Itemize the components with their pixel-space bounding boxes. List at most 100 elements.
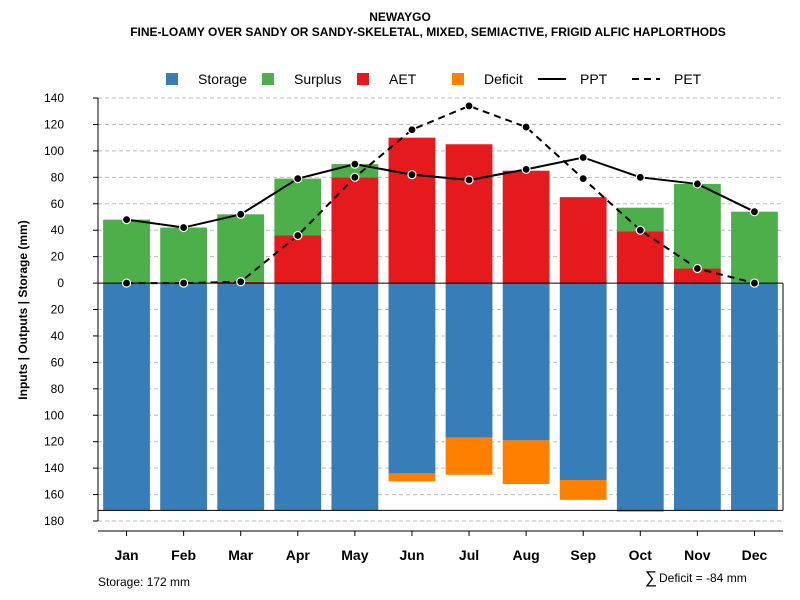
x-tick-label: Dec: [742, 547, 768, 563]
y-axis-label: Inputs | Outputs | Storage (mm): [16, 220, 30, 399]
ppt-point: [578, 152, 588, 163]
x-tick-label: Jun: [400, 547, 425, 563]
footer-deficit: Deficit = -84 mm: [659, 571, 747, 585]
pet-point: [350, 172, 360, 182]
pet-point: [749, 278, 760, 288]
y-tick-label: 80: [51, 382, 65, 396]
x-tick-label: Aug: [513, 547, 540, 563]
y-tick-label: 20: [51, 250, 65, 264]
pet-point: [407, 125, 417, 135]
surplus-bar: [274, 178, 322, 236]
y-tick-label: 140: [44, 91, 64, 105]
x-tick-label: Jul: [459, 547, 479, 563]
pet-point: [464, 101, 474, 111]
y-tick-label: 160: [44, 488, 64, 502]
storage-bar: [388, 283, 436, 474]
chart-subtitle: FINE-LOAMY OVER SANDY OR SANDY-SKELETAL,…: [130, 25, 726, 39]
legend-label: Storage: [198, 71, 247, 87]
y-tick-label: 80: [51, 170, 65, 184]
ppt-point: [293, 174, 303, 184]
y-tick-label: 40: [51, 223, 65, 237]
surplus-bar: [673, 183, 721, 269]
pet-point: [293, 230, 303, 241]
storage-bar: [616, 283, 664, 511]
deficit-bar: [559, 480, 607, 500]
storage-bar: [731, 283, 778, 511]
legend-label: PPT: [580, 71, 608, 87]
surplus-bar: [160, 227, 208, 284]
storage-bar: [445, 283, 493, 438]
ppt-point: [692, 179, 702, 189]
x-tick-label: Sep: [570, 547, 596, 563]
pet-point: [121, 278, 132, 288]
ppt-point: [749, 207, 760, 217]
deficit-bar: [445, 437, 493, 475]
legend-swatch: [166, 73, 178, 85]
y-tick-label: 120: [44, 117, 64, 131]
storage-bar: [559, 283, 607, 481]
y-tick-label: 40: [51, 329, 65, 343]
x-tick-label: May: [341, 547, 368, 563]
legend-label: Surplus: [294, 71, 341, 87]
y-tick-label: 20: [51, 303, 65, 317]
ppt-point: [179, 222, 189, 233]
pet-point: [578, 174, 588, 184]
legend-swatch: [262, 73, 274, 85]
deficit-bar: [616, 510, 664, 512]
ppt-point: [236, 209, 246, 219]
deficit-bar: [502, 440, 550, 484]
storage-bar: [502, 283, 550, 441]
grid-lines: [98, 97, 783, 522]
x-tick-label: Oct: [629, 547, 653, 563]
storage-bar: [331, 283, 379, 511]
aet-bar: [559, 197, 607, 284]
chart-legend: Storage Surplus AET Deficit PPT PET: [166, 71, 702, 87]
ppt-point: [635, 172, 645, 182]
pet-point: [635, 225, 645, 235]
axes: 140 120 100 80 60 40 20 0 20 40 60 80 100 120 140 160 18…: [44, 91, 784, 563]
ppt-line: [126, 156, 755, 229]
ppt-point: [521, 164, 531, 174]
aet-bar: [388, 137, 436, 284]
pet-point: [179, 278, 189, 288]
surplus-bar: [616, 207, 664, 232]
legend-swatch: [452, 73, 464, 85]
x-tick-label: Apr: [286, 547, 311, 563]
pet-point: [236, 277, 246, 287]
storage-bar: [160, 283, 208, 511]
storage-bar: [673, 283, 721, 511]
aet-bar: [502, 170, 550, 284]
footer-storage: Storage: 172 mm: [98, 575, 190, 589]
x-tick-label: Mar: [228, 547, 253, 563]
aet-bar: [274, 235, 322, 284]
pet-line: [126, 104, 755, 285]
surplus-bar: [217, 214, 265, 282]
x-tick-label: Jan: [114, 547, 138, 563]
storage-bar: [217, 283, 265, 511]
surplus-bar: [731, 211, 778, 284]
pet-point: [521, 122, 531, 132]
storage-bar: [274, 283, 322, 511]
aet-bar: [331, 177, 379, 284]
x-tick-label: Feb: [171, 547, 196, 563]
pet-point: [692, 263, 702, 274]
y-tick-label: 60: [51, 197, 65, 211]
legend-swatch: [357, 73, 369, 85]
legend-label: Deficit: [484, 71, 523, 87]
chart-title: NEWAYGO: [369, 10, 431, 24]
footer-deficit-symbol: ∑: [645, 568, 657, 587]
line-series: [121, 101, 760, 288]
legend-label: PET: [674, 71, 702, 87]
x-tick-label: Nov: [684, 547, 711, 563]
y-tick-label: 60: [51, 355, 65, 369]
storage-bar: [103, 283, 150, 511]
y-tick-label: 100: [44, 144, 64, 158]
deficit-bar: [388, 473, 436, 482]
aet-bar: [445, 144, 493, 284]
ppt-point: [350, 159, 360, 169]
ppt-point: [407, 170, 417, 180]
legend-label: AET: [389, 71, 417, 87]
y-tick-label: 180: [44, 514, 64, 528]
y-tick-label: 100: [44, 408, 64, 422]
